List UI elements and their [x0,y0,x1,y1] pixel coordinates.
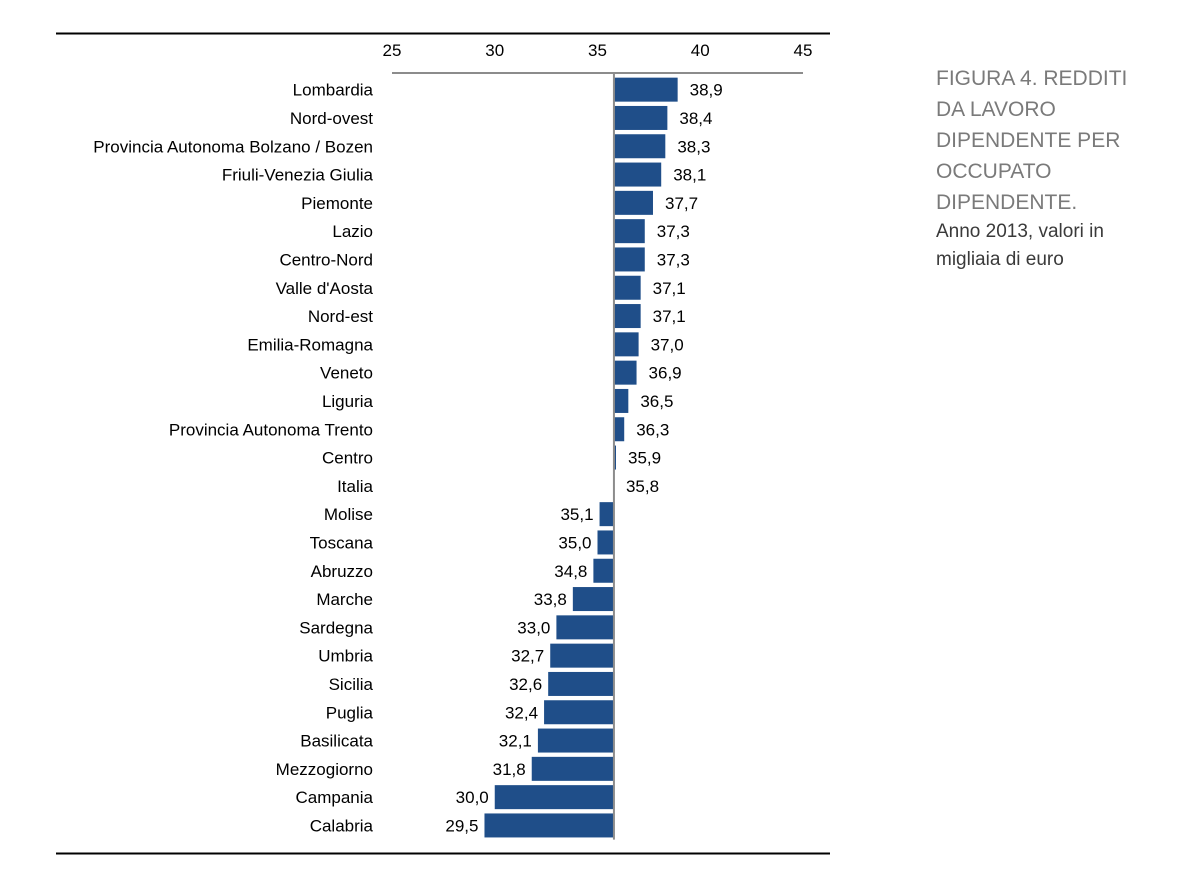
bar [613,304,641,329]
category-label: Toscana [310,533,374,552]
data-label: 30,0 [456,788,489,807]
category-label: Friuli-Venezia Giulia [222,166,374,185]
data-label: 35,9 [628,449,661,468]
bar [613,360,637,385]
bar [599,502,614,527]
data-label: 37,1 [653,307,686,326]
bar [544,700,614,725]
bar [550,643,614,668]
data-label: 32,7 [511,647,544,666]
category-label: Marche [316,590,373,609]
category-label: Provincia Autonoma Trento [169,420,373,439]
chart-subtitle: Anno 2013, valori in migliaia di euro [936,221,1104,270]
bar [613,417,625,442]
bar [613,105,668,130]
data-label: 32,1 [499,732,532,751]
data-label: 29,5 [445,816,478,835]
bar [613,162,662,187]
data-label: 37,7 [665,194,698,213]
category-label: Italia [337,477,373,496]
data-label: 35,1 [560,505,593,524]
category-label: Lombardia [293,81,374,100]
category-label: Valle d'Aosta [276,279,374,298]
bar [613,190,653,215]
data-label: 35,8 [626,477,659,496]
bar [548,671,614,696]
category-label: Umbria [318,647,373,666]
data-label: 35,0 [558,533,591,552]
category-label: Campania [296,788,374,807]
bar [613,77,678,102]
bar [613,332,639,357]
category-label: Mezzogiorno [276,760,373,779]
category-label: Piemonte [301,194,373,213]
data-label: 37,0 [651,335,684,354]
category-label: Nord-ovest [290,109,373,128]
category-label: Centro [322,449,373,468]
x-tick-label: 25 [383,41,402,60]
category-label: Sicilia [329,675,374,694]
bar [613,247,645,272]
bar [597,530,614,555]
data-label: 36,3 [636,420,669,439]
x-tick-label: 35 [588,41,607,60]
data-label: 37,3 [657,250,690,269]
category-label: Basilicata [300,732,373,751]
data-label: 36,9 [649,364,682,383]
category-label: Veneto [320,364,373,383]
x-tick-label: 45 [794,41,813,60]
category-label: Lazio [332,222,373,241]
category-label: Abruzzo [311,562,373,581]
bar [537,728,614,753]
data-label: 38,1 [673,166,706,185]
category-label: Provincia Autonoma Bolzano / Bozen [93,137,373,156]
data-label: 32,4 [505,703,538,722]
data-label: 38,9 [690,81,723,100]
x-tick-label: 40 [691,41,710,60]
bar [613,219,645,244]
data-label: 38,3 [677,137,710,156]
data-label: 36,5 [640,392,673,411]
x-tick-label: 30 [485,41,504,60]
data-label: 32,6 [509,675,542,694]
category-label: Emilia-Romagna [247,335,373,354]
data-label: 37,1 [653,279,686,298]
bar [484,813,614,838]
bar [613,388,629,413]
data-label: 33,0 [517,618,550,637]
bar [556,615,614,640]
data-label: 31,8 [493,760,526,779]
category-label: Liguria [322,392,374,411]
bar [494,785,614,810]
category-label: Centro-Nord [279,250,373,269]
bar [531,756,614,781]
bar [593,558,614,583]
data-label: 33,8 [534,590,567,609]
chart-title: FIGURA 4. REDDITI DA LAVORO DIPENDENTE P… [936,67,1128,214]
category-label: Molise [324,505,373,524]
category-label: Puglia [326,703,374,722]
data-label: 34,8 [554,562,587,581]
bar [613,275,641,300]
category-label: Sardegna [299,618,373,637]
bar [572,587,614,612]
bar [613,134,666,159]
data-label: 38,4 [679,109,712,128]
category-label: Nord-est [308,307,373,326]
category-label: Calabria [310,816,374,835]
data-label: 37,3 [657,222,690,241]
figure-caption: FIGURA 4. REDDITI DA LAVORO DIPENDENTE P… [936,63,1186,274]
bar [613,445,616,470]
